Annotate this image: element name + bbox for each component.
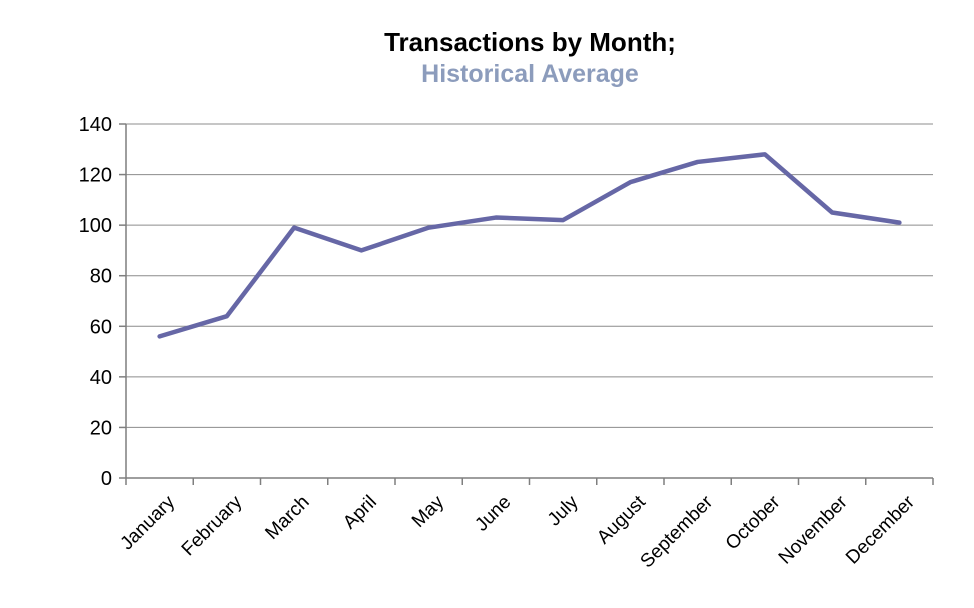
- x-tick-label: September: [637, 491, 718, 572]
- y-tick-label: 60: [90, 316, 112, 338]
- x-tick-label: February: [178, 491, 247, 560]
- x-tick-label: April: [339, 492, 381, 534]
- x-tick-label: November: [775, 491, 852, 568]
- x-tick-label: July: [544, 491, 583, 530]
- y-tick-label: 80: [90, 266, 112, 288]
- x-tick-label: December: [842, 491, 919, 568]
- x-tick-label: January: [117, 491, 180, 554]
- x-tick-label: June: [471, 492, 515, 536]
- chart-title: Transactions by Month;: [384, 27, 676, 57]
- y-tick-label: 120: [79, 165, 112, 187]
- y-tick-label: 140: [79, 114, 112, 136]
- y-tick-label: 100: [79, 215, 112, 237]
- x-tick-label: August: [593, 491, 650, 548]
- x-tick-label: October: [722, 491, 785, 554]
- y-tick-label: 20: [90, 417, 112, 439]
- series-line-historical-average: [157, 152, 902, 339]
- y-tick-label: 0: [101, 468, 112, 490]
- x-tick-label: March: [261, 492, 313, 544]
- chart-subtitle: Historical Average: [421, 60, 639, 88]
- y-tick-label: 40: [90, 367, 112, 389]
- x-tick-label: May: [408, 491, 449, 532]
